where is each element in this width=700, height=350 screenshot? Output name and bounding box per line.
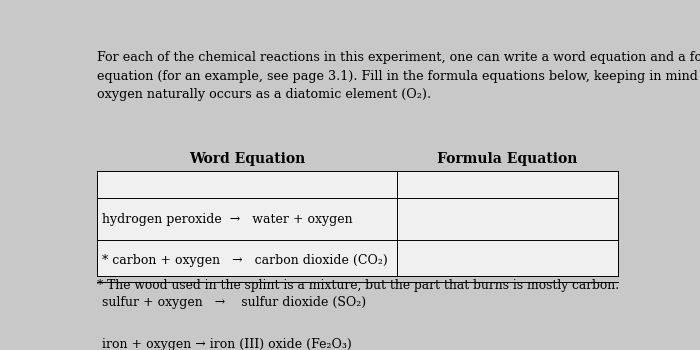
Text: sulfur + oxygen   →    sulfur dioxide (SO₂): sulfur + oxygen → sulfur dioxide (SO₂) [102,296,365,309]
Text: For each of the chemical reactions in this experiment, one can write a word equa: For each of the chemical reactions in th… [97,51,700,102]
Text: Formula Equation: Formula Equation [438,152,578,166]
Text: Word Equation: Word Equation [189,152,305,166]
Text: * carbon + oxygen   →   carbon dioxide (CO₂): * carbon + oxygen → carbon dioxide (CO₂) [102,254,387,267]
Text: * The wood used in the splint is a mixture, but the part that burns is mostly ca: * The wood used in the splint is a mixtu… [97,279,620,292]
Text: hydrogen peroxide  →   water + oxygen: hydrogen peroxide → water + oxygen [102,213,352,226]
Bar [97,172,618,276]
Text: iron + oxygen → iron (III) oxide (Fe₂O₃): iron + oxygen → iron (III) oxide (Fe₂O₃) [102,338,351,350]
